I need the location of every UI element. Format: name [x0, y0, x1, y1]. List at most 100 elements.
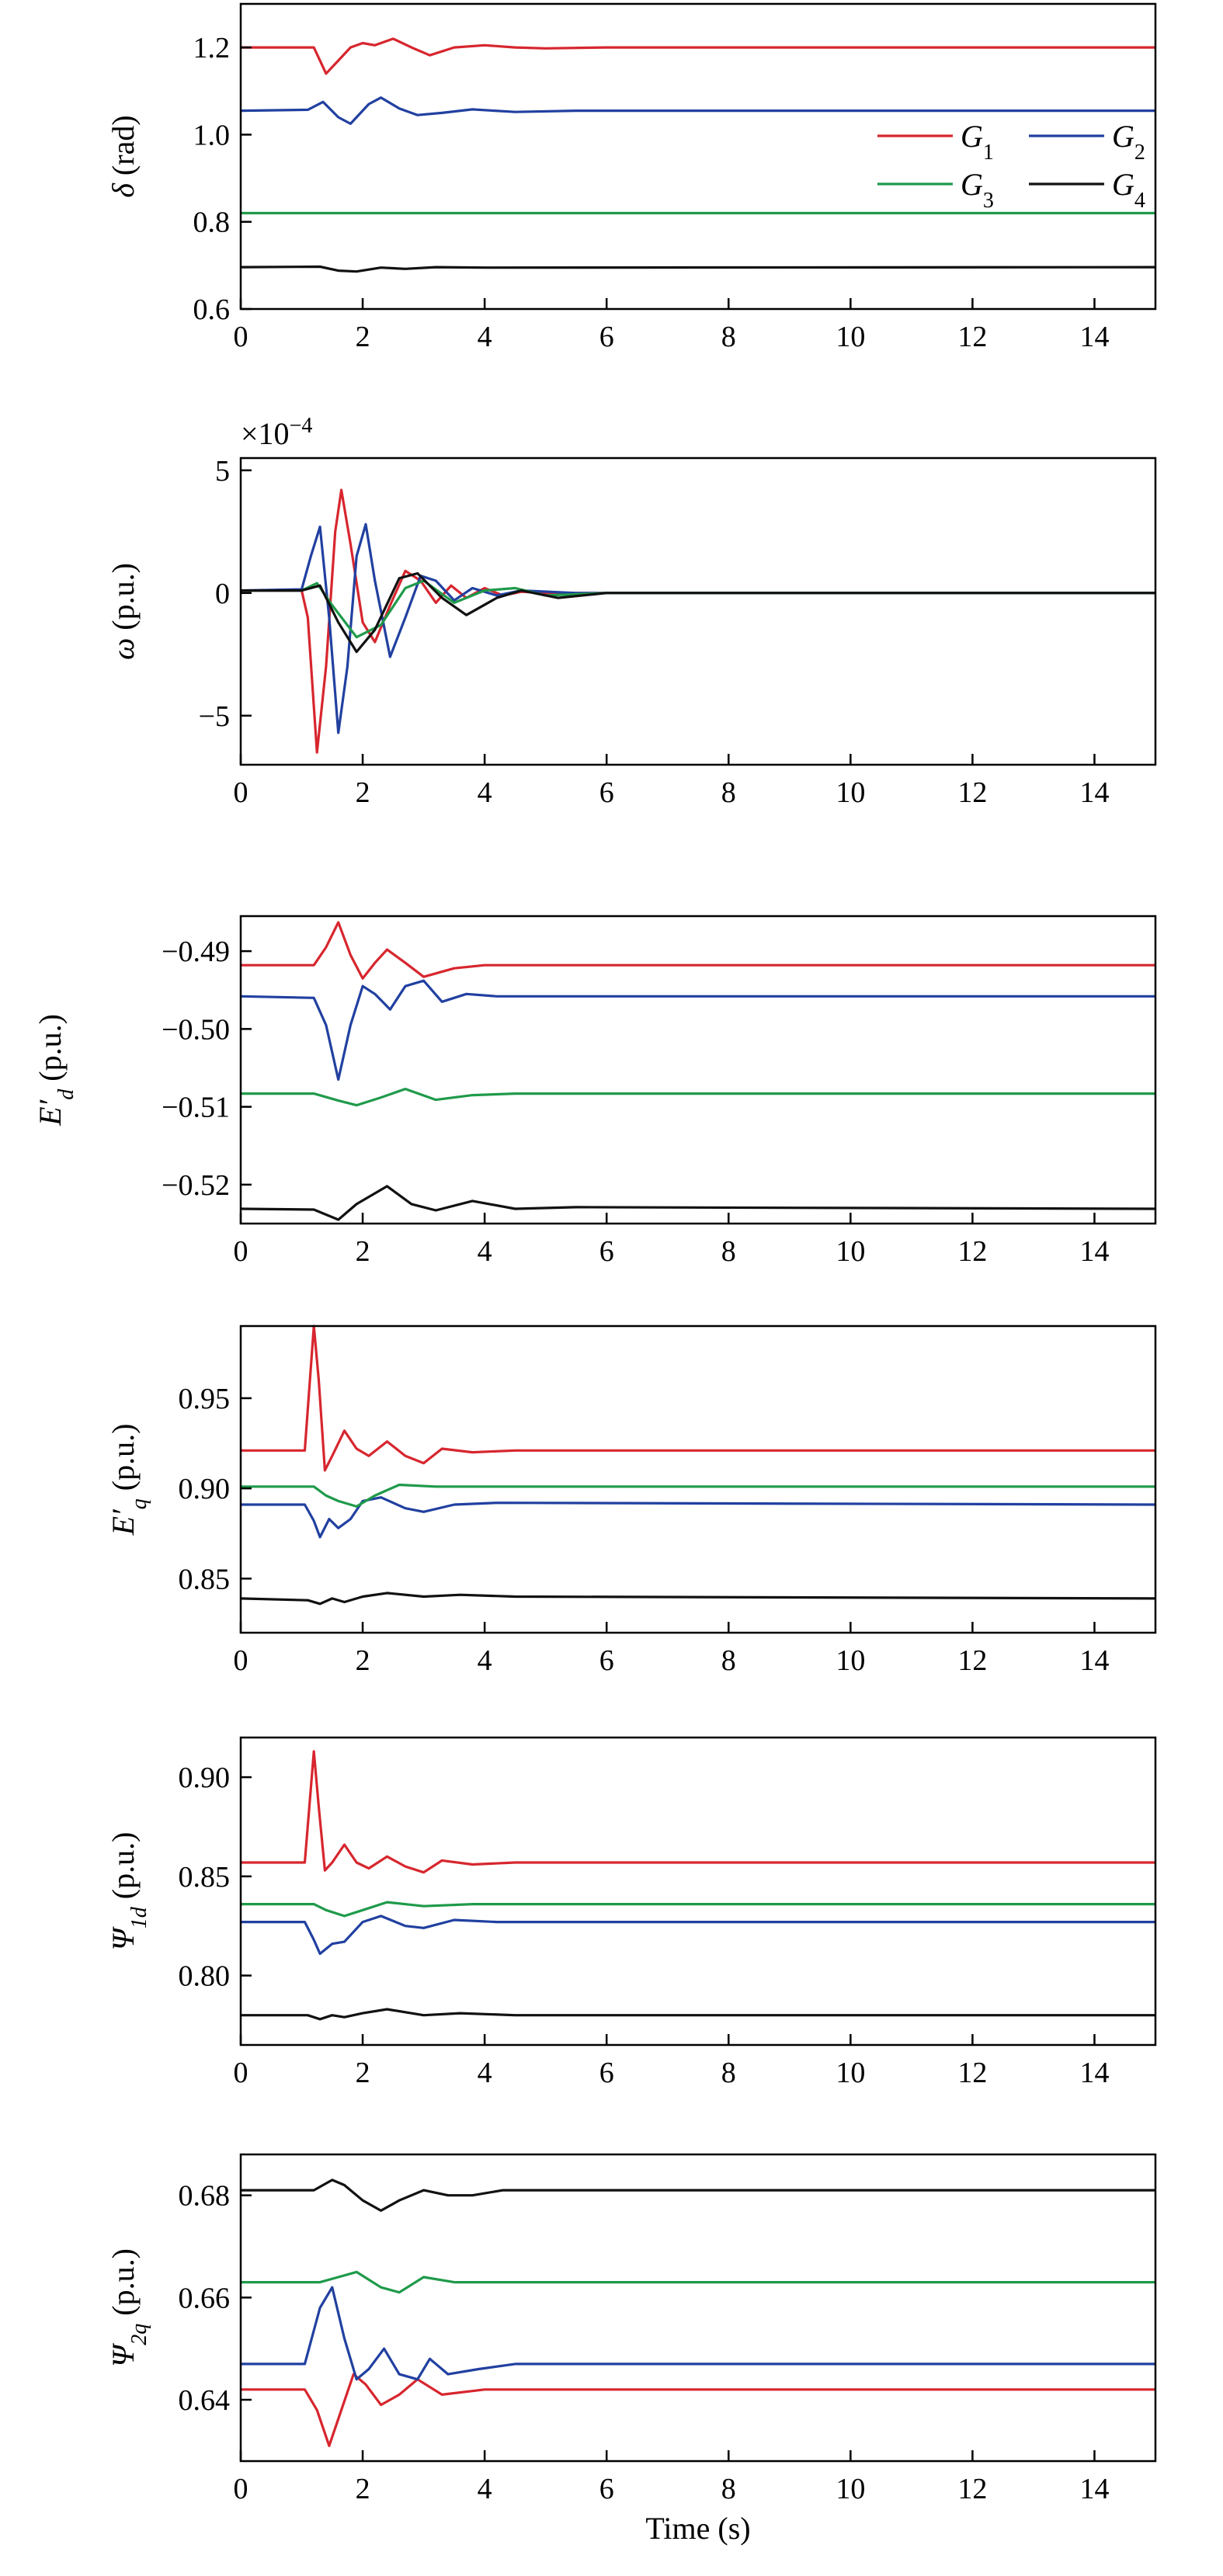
series-line-g3 [241, 1088, 1155, 1107]
x-tick-label: 12 [957, 1235, 987, 1268]
series-line-g2 [240, 96, 1155, 125]
x-tick-label: 12 [957, 2057, 987, 2089]
y-tick-label: 0.64 [179, 2384, 231, 2417]
x-tick-label: 6 [599, 2473, 614, 2505]
y-tick-label: 0.85 [179, 1861, 231, 1894]
x-tick-label: 0 [234, 1644, 248, 1677]
series-line-g3 [241, 1901, 1155, 1918]
series-line-g2 [241, 2286, 1155, 2381]
legend-label-g2: G2 [1112, 119, 1145, 165]
series-line-g2 [241, 1496, 1156, 1539]
legend-label-g4: G4 [1112, 167, 1145, 213]
x-tick-label: 14 [1079, 1644, 1109, 1677]
x-tick-label: 12 [957, 776, 987, 809]
series-line-g1 [241, 1324, 1155, 1472]
x-tick-label: 4 [478, 776, 492, 809]
legend-label-g1: G1 [961, 119, 994, 165]
panel-psi2q: 0 2 4 6 8 10 12 14 0.64 0.66 0.68 Ψ2q (p.u.) Time (s… [106, 2153, 1157, 2546]
x-tick-label: 8 [721, 2473, 736, 2505]
y-axis-label: E′q (p.u.) [106, 1424, 151, 1536]
y-tick-label: 0.85 [179, 1563, 231, 1595]
axes-frame [239, 2, 1157, 311]
y-axis-label: ω (p.u.) [106, 563, 141, 660]
x-tick-label: 2 [356, 776, 370, 809]
axis-multiplier: ×10−4 [241, 414, 312, 452]
y-tick-label: 0.66 [179, 2282, 231, 2314]
x-tick-label: 8 [721, 321, 736, 353]
panel-edp: 0 2 4 6 8 10 12 14 −0.52 −0.51 −0.50 −0.49 E′d (p.u.… [33, 915, 1157, 1268]
y-tick-label: −0.50 [162, 1013, 230, 1046]
series-line-g1 [241, 921, 1155, 980]
x-tick-label: 14 [1079, 2057, 1109, 2089]
x-tick-label: 4 [478, 2057, 492, 2089]
axes-frame [239, 915, 1157, 1225]
x-tick-label: 2 [356, 1235, 370, 1268]
y-tick-label: −0.51 [162, 1092, 230, 1124]
y-tick-label: 1.2 [193, 32, 231, 64]
series-line-g2 [240, 979, 1155, 1081]
series-line-g2 [241, 1915, 1155, 1956]
x-tick-label: 8 [721, 2057, 736, 2089]
axes-frame [239, 457, 1157, 766]
y-tick-label: 0.68 [179, 2180, 231, 2213]
x-tick-label: 14 [1079, 2473, 1109, 2505]
y-tick-label: 5 [215, 455, 230, 488]
y-axis-label: E′d (p.u.) [33, 1014, 78, 1127]
x-tick-label: 2 [356, 2473, 370, 2505]
series-line-g3 [241, 1483, 1155, 1508]
x-tick-label: 8 [721, 776, 736, 809]
series-line-g1 [241, 37, 1155, 75]
x-tick-label: 6 [599, 1235, 614, 1268]
series-line-g4 [240, 265, 1156, 273]
x-tick-label: 2 [356, 2057, 370, 2089]
panel-omega: 0 2 4 6 8 10 12 14 −5 0 5 ω (p.u.) ×10−4 [106, 414, 1157, 809]
y-axis-label: Ψ2q (p.u.) [106, 2248, 151, 2367]
x-axis-label: Time (s) [645, 2511, 750, 2546]
x-tick-label: 12 [957, 1644, 987, 1677]
x-tick-label: 10 [836, 776, 865, 809]
y-tick-label: 1.0 [193, 119, 231, 151]
y-tick-label: 0.95 [179, 1383, 231, 1415]
y-axis-label: δ (rad) [106, 115, 141, 197]
series-line-g4 [241, 2008, 1155, 2021]
legend: G1 G2 G3 G4 [877, 119, 1145, 213]
y-tick-label: 0.6 [193, 293, 231, 326]
legend-label-g3: G3 [961, 167, 994, 213]
x-tick-label: 8 [721, 1235, 736, 1268]
x-tick-label: 14 [1079, 776, 1109, 809]
x-tick-label: 10 [836, 1644, 865, 1677]
panel-eqp: 0 2 4 6 8 10 12 14 0.85 0.90 0.95 E′q (p.u.) [106, 1324, 1157, 1677]
y-axis-label: Ψ1d (p.u.) [106, 1832, 151, 1951]
x-tick-label: 4 [478, 1644, 492, 1677]
axes-frame [239, 2153, 1157, 2463]
series-line-g1 [241, 488, 1155, 754]
series-line-g4 [241, 571, 1155, 654]
y-tick-label: 0.90 [179, 1473, 231, 1505]
series-line-g1 [241, 2373, 1155, 2447]
x-tick-label: 0 [234, 2473, 248, 2505]
y-tick-label: −5 [199, 700, 230, 733]
series-line-g4 [240, 1592, 1156, 1606]
x-tick-label: 0 [234, 321, 248, 353]
x-tick-label: 2 [356, 1644, 370, 1677]
x-tick-label: 4 [478, 2473, 492, 2505]
x-tick-label: 4 [478, 321, 492, 353]
x-tick-label: 12 [957, 321, 987, 353]
x-tick-label: 10 [836, 2057, 865, 2089]
x-tick-label: 6 [599, 776, 614, 809]
y-tick-label: −0.52 [162, 1169, 230, 1202]
y-tick-label: 0 [215, 578, 230, 610]
x-tick-label: 0 [234, 776, 248, 809]
series-line-g1 [241, 1750, 1155, 1874]
x-tick-label: 6 [599, 321, 614, 353]
axes-frame [239, 1324, 1157, 1634]
series-line-g3 [241, 2270, 1155, 2294]
series-line-g4 [240, 1185, 1156, 1221]
x-tick-label: 8 [721, 1644, 736, 1677]
panel-psi1d: 0 2 4 6 8 10 12 14 0.80 0.85 0.90 Ψ1d (p.u.) [106, 1736, 1157, 2089]
panel-delta: 0 2 4 6 8 10 12 14 0.6 0.8 1.0 1.2 δ (rad) G1 G2 G3 G4 [106, 2, 1157, 353]
x-tick-label: 4 [478, 1235, 492, 1268]
x-tick-label: 10 [836, 321, 865, 353]
y-tick-label: 0.80 [179, 1960, 231, 1993]
